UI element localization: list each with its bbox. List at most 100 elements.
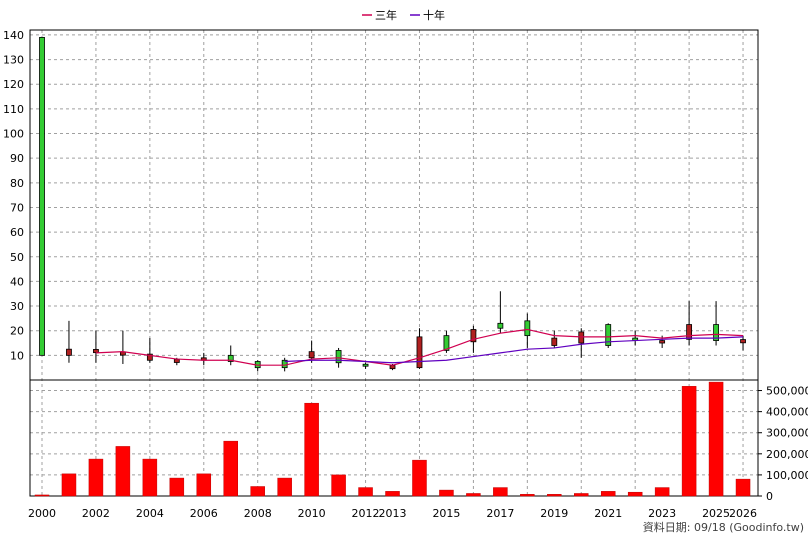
price-tick-label: 100 — [3, 128, 24, 141]
candle-body — [443, 335, 450, 351]
candlestick-series — [39, 36, 746, 372]
volume-bar — [142, 458, 158, 497]
volume-bar — [627, 491, 643, 497]
volume-bar — [547, 494, 562, 497]
volume-bar — [681, 386, 697, 497]
volume-bar — [735, 478, 751, 497]
moving-average-lines — [95, 328, 744, 366]
year-label-2026: 2026 — [729, 507, 757, 520]
year-label-2015: 2015 — [432, 507, 460, 520]
price-tick-label: 120 — [3, 78, 24, 91]
volume-bar — [385, 491, 400, 497]
candle-body — [281, 359, 288, 369]
price-axis: 10 20 30 40 50 60 70 80 90 100 110 120 130 140 — [3, 29, 24, 362]
volume-bar — [34, 494, 50, 497]
price-grid — [30, 30, 758, 496]
candle-body — [146, 353, 153, 361]
volume-bar — [708, 381, 724, 497]
candle-body — [497, 322, 504, 329]
volume-series — [34, 381, 751, 497]
volume-axis: 0 100,000 200,000 300,000 400,000 500,000 — [758, 385, 808, 503]
volume-bar — [61, 473, 77, 497]
candle-body — [308, 351, 315, 359]
ma3-line — [95, 328, 744, 366]
year-label-2006: 2006 — [190, 507, 218, 520]
volume-tick-label: 500,000 — [766, 385, 808, 398]
volume-tick-label: 200,000 — [766, 448, 808, 461]
volume-bar — [358, 487, 373, 497]
volume-bar — [331, 474, 346, 497]
price-tick-label: 20 — [10, 325, 24, 338]
candle-body — [551, 337, 558, 346]
legend-label-1: 十年 — [423, 8, 445, 22]
volume-bar — [412, 459, 427, 497]
candle-body — [605, 324, 612, 346]
volume-bar — [466, 493, 481, 497]
candle-body — [66, 348, 72, 356]
volume-tick-label: 100,000 — [766, 469, 808, 482]
year-label-2008: 2008 — [244, 507, 272, 520]
data-date-footer: 資料日期: 09/18 (Goodinfo.tw) — [643, 520, 804, 534]
candle-body — [227, 354, 234, 362]
volume-bar — [654, 487, 670, 497]
volume-bar — [520, 494, 535, 497]
price-tick-label: 30 — [10, 300, 24, 313]
candle-body — [362, 363, 369, 367]
candle-body — [578, 331, 585, 344]
volume-tick-label: 300,000 — [766, 427, 808, 440]
year-label-2012: 2012 — [352, 507, 380, 520]
price-tick-label: 130 — [3, 54, 24, 67]
volume-bar — [439, 489, 454, 497]
price-tick-label: 140 — [3, 29, 24, 42]
ma10-line — [284, 336, 744, 364]
candle-body — [389, 365, 396, 370]
volume-bar — [169, 477, 185, 497]
volume-bar — [600, 491, 616, 497]
volume-bar — [88, 458, 104, 497]
volume-bar — [196, 473, 212, 497]
year-label-2010: 2010 — [298, 507, 326, 520]
candle-body — [659, 340, 666, 344]
candle-body — [524, 320, 531, 337]
legend-label-0: 三年 — [375, 8, 397, 22]
candle-body — [93, 349, 99, 354]
price-tick-label: 90 — [10, 152, 24, 165]
volume-grid — [30, 379, 758, 497]
price-tick-label: 50 — [10, 251, 24, 264]
year-label-2025: 2025 — [702, 507, 730, 520]
candle-body — [335, 350, 342, 364]
candle-body — [416, 336, 423, 369]
legend: 三年 十年 — [362, 8, 445, 22]
candle-body — [173, 358, 180, 363]
price-tick-label: 40 — [10, 275, 24, 288]
volume-tick-label: 0 — [766, 490, 773, 503]
volume-bar — [250, 486, 265, 497]
volume-bar — [115, 446, 131, 497]
volume-bar — [574, 493, 589, 497]
price-tick-label: 60 — [10, 226, 24, 239]
year-label-2002: 2002 — [82, 507, 110, 520]
candle-body — [39, 36, 45, 356]
candle-body — [740, 339, 746, 344]
candle-body — [470, 329, 477, 343]
volume-tick-label: 400,000 — [766, 406, 808, 419]
price-tick-label: 80 — [10, 177, 24, 190]
price-tick-label: 110 — [3, 103, 24, 116]
volume-bar — [304, 402, 319, 497]
year-label-2023: 2023 — [648, 507, 676, 520]
year-label-2021: 2021 — [594, 507, 622, 520]
year-label-2000: 2000 — [28, 507, 56, 520]
candle-body — [713, 324, 719, 341]
price-tick-label: 70 — [10, 201, 24, 214]
year-label-2017: 2017 — [486, 507, 514, 520]
year-label-2013: 2013 — [379, 507, 407, 520]
year-label-2004: 2004 — [136, 507, 164, 520]
plot-frame — [29, 29, 759, 497]
volume-bar — [277, 477, 292, 497]
year-label-2019: 2019 — [540, 507, 568, 520]
volume-bar — [223, 440, 238, 497]
candle-body — [686, 324, 693, 340]
price-tick-label: 10 — [10, 349, 24, 362]
